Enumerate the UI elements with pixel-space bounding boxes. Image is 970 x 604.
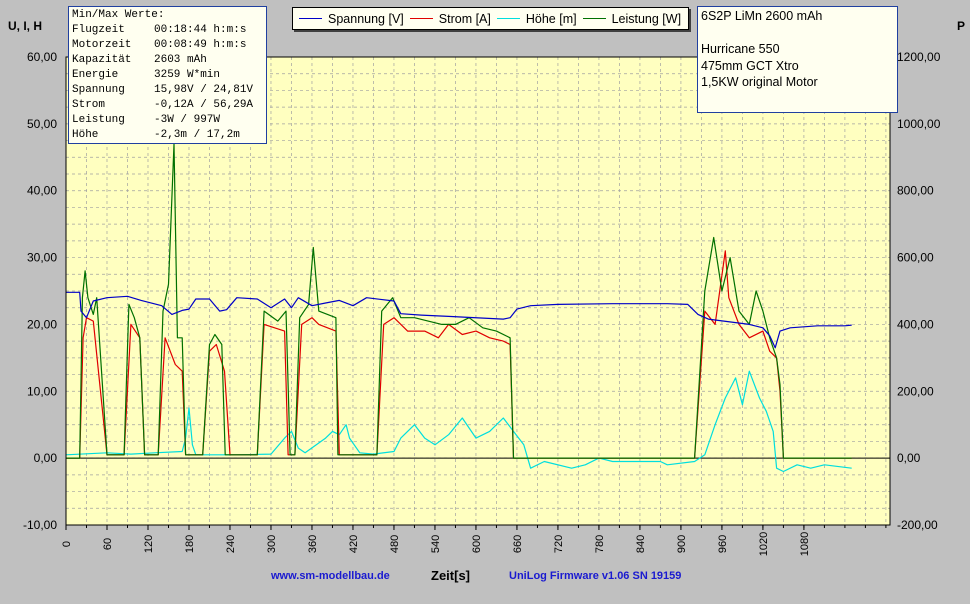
notes-line: 1,5KW original Motor [701,75,818,89]
legend-item: Leistung [W] [582,11,682,26]
legend-item: Höhe [m] [496,11,577,26]
y-right-tick-label: 1000,00 [897,117,941,131]
minmax-row: Motorzeit 00:08:49 h:m:s [72,38,263,53]
minmax-row: Energie 3259 W*min [72,68,263,83]
minmax-row: Spannung 15,98V / 24,81V [72,83,263,98]
minmax-value: 2603 mAh [154,54,207,66]
y-left-tick-label: 0,00 [34,451,58,465]
minmax-box: Min/Max Werte: Flugzeit 00:18:44 h:m:s Mo… [68,6,267,144]
hoehe-series-line [65,370,852,473]
minmax-label: Leistung [72,114,125,126]
legend-item: Strom [A] [409,11,491,26]
minmax-row: Strom -0,12A / 56,29A [72,98,263,113]
y-left-tick-label: 10,00 [27,384,57,398]
x-tick-label: 120 [143,535,155,553]
y-left-tick-label: 20,00 [27,317,57,331]
x-tick-label: 1020 [758,532,770,556]
minmax-label: Motorzeit [72,39,132,51]
leistung-series-line [66,143,852,459]
x-tick-label: 900 [676,535,688,553]
minmax-row: Höhe -2,3m / 17,2m [72,128,263,143]
x-tick-label: 720 [553,535,565,553]
minmax-value: -3W / 997W [154,114,221,126]
y-left-tick-label: 60,00 [27,50,57,64]
x-tick-label: 480 [389,535,401,553]
minmax-label: Höhe [72,129,99,141]
y-left-tick-label: 50,00 [27,117,57,131]
x-axis-title: Zeit[s] [431,568,470,583]
plot-border [65,56,891,526]
minmax-label: Kapazität [72,54,132,66]
firmware-label: UniLog Firmware v1.06 SN 19159 [509,570,682,582]
minmax-value: 00:18:44 h:m:s [154,24,247,36]
notes-line: 6S2P LiMn 2600 mAh [701,9,823,23]
series-lines [65,143,852,473]
axes [65,56,891,530]
x-tick-label: 840 [635,535,647,553]
legend-label: Höhe [m] [525,11,577,26]
x-tick-label: 600 [471,535,483,553]
spannung-series-line [66,291,852,349]
legend-swatch [496,18,520,19]
minmax-label: Flugzeit [72,24,125,36]
x-tick-label: 60 [102,538,114,550]
notes-line [701,25,894,42]
left-axis-title: U, I, H [8,19,43,33]
legend-swatch [299,18,322,19]
minmax-label: Strom [72,99,106,111]
y-right-tick-label: 200,00 [897,384,934,398]
website-link[interactable]: www.sm-modellbau.de [271,570,390,582]
x-tick-label: 0 [61,541,73,547]
minmax-title: Min/Max Werte: [72,9,165,21]
minmax-row: Leistung -3W / 997W [72,113,263,128]
x-tick-label: 960 [717,535,729,553]
minmax-value: 15,98V / 24,81V [154,84,254,96]
legend-item: Spannung [V] [299,12,404,26]
x-tick-label: 540 [430,535,442,553]
notes-line: 475mm GCT Xtro [701,58,799,73]
minmax-row: Flugzeit 00:18:44 h:m:s [72,23,263,38]
legend-label: Strom [A] [438,11,491,26]
x-tick-label: 300 [266,535,278,553]
legend: Spannung [V] Strom [A] Höhe [m] Leistung… [292,7,689,30]
minmax-value: 00:08:49 h:m:s [154,39,247,51]
x-tick-label: 660 [512,535,524,553]
minmax-row: Kapazität 2603 mAh [72,53,263,68]
y-right-tick-label: 0,00 [897,451,921,465]
y-left-tick-label: -10,00 [23,518,57,532]
legend-swatch [409,18,433,19]
y-right-tick-label: 400,00 [897,317,934,331]
tick-labels: 0 60 120 180 240 300 360 420 480 540 600 660 720 780 8… [23,50,941,556]
legend-label: Leistung [W] [611,11,682,26]
minmax-label: Spannung [72,84,125,96]
y-right-tick-label: 600,00 [897,251,934,265]
minmax-label: Energie [72,69,119,81]
right-axis-title: P [957,19,966,33]
y-left-tick-label: 40,00 [27,184,57,198]
legend-swatch [582,18,606,19]
x-tick-label: 240 [225,535,237,553]
y-right-tick-label: -200,00 [897,518,938,532]
y-left-tick-label: 30,00 [27,251,57,265]
legend-label: Spannung [V] [328,11,404,26]
minmax-value: -0,12A / 56,29A [154,99,254,111]
x-tick-label: 360 [307,535,319,553]
minmax-value: 3259 W*min [154,69,221,81]
y-right-tick-label: 1200,00 [897,50,941,64]
minmax-value: -2,3m / 17,2m [154,129,240,141]
notes-box: 6S2P LiMn 2600 mAh Hurricane 550 475mm G… [697,6,898,113]
x-tick-label: 180 [184,535,196,553]
x-tick-label: 420 [348,535,360,553]
y-right-tick-label: 800,00 [897,184,934,198]
notes-line: Hurricane 550 [701,42,780,56]
x-tick-label: 780 [594,535,606,553]
x-tick-label: 1080 [799,532,811,556]
